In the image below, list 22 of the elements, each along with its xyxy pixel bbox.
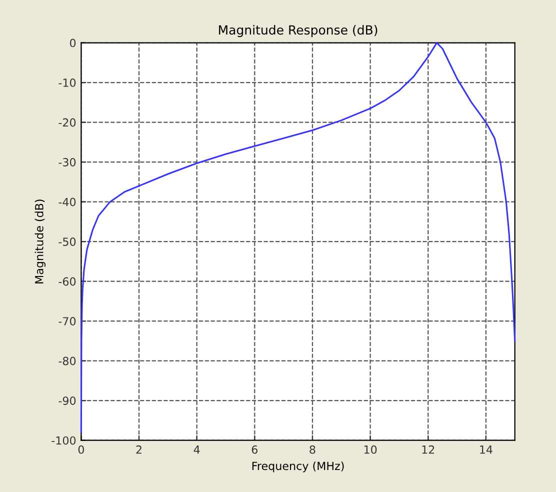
x-tick-label: 8 <box>310 445 316 454</box>
y-tick-label: -80 <box>58 356 76 366</box>
x-tick-label: 6 <box>252 445 258 454</box>
x-tick-label: 4 <box>194 446 200 454</box>
x-tick-label: 10 <box>364 445 377 454</box>
chart-title: Magnitude Response (dB) <box>219 24 378 38</box>
y-tick-label: -40 <box>58 198 76 206</box>
x-axis-title: Frequency (MHz) <box>252 462 344 472</box>
y-tick-label: -10 <box>58 78 76 87</box>
y-tick-label: 0 <box>70 38 76 48</box>
x-tick-label: 2 <box>136 445 142 454</box>
y-tick-label: -50 <box>58 238 76 246</box>
y-axis-title: Magnitude (dB) <box>34 200 46 284</box>
y-tick-label: -70 <box>58 317 76 326</box>
y-tick-label: -60 <box>58 277 76 286</box>
x-tick-label: 0 <box>78 445 84 454</box>
x-tick-label: 12 <box>422 445 434 454</box>
y-tick-label: -30 <box>58 158 76 166</box>
y-tick-label: -100 <box>52 436 76 445</box>
x-tick-label: 14 <box>480 446 492 454</box>
y-tick-label: -90 <box>58 396 76 405</box>
y-tick-label: -20 <box>58 118 76 127</box>
